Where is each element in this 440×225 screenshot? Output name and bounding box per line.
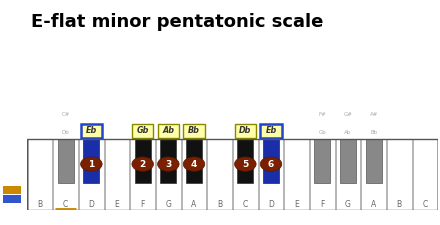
Text: 5: 5 [242, 160, 249, 169]
Text: Ab: Ab [345, 130, 352, 135]
Bar [259, 139, 283, 210]
Text: D: D [88, 200, 94, 209]
Bar [310, 139, 335, 210]
Text: B: B [397, 200, 402, 209]
FancyBboxPatch shape [235, 124, 256, 138]
Text: Bb: Bb [188, 126, 200, 135]
Text: 2: 2 [139, 160, 146, 169]
Bar [263, 139, 279, 183]
FancyBboxPatch shape [132, 124, 153, 138]
Text: E-flat minor pentatonic scale: E-flat minor pentatonic scale [31, 13, 324, 31]
Bar [182, 139, 206, 210]
Text: 4: 4 [191, 160, 197, 169]
Text: Eb: Eb [265, 126, 277, 135]
Circle shape [132, 157, 154, 171]
Text: D: D [268, 200, 274, 209]
Bar [186, 139, 202, 183]
Bar [156, 139, 181, 210]
Text: A: A [371, 200, 376, 209]
Bar [314, 139, 330, 183]
Text: F: F [320, 200, 325, 209]
Text: E: E [115, 200, 119, 209]
Circle shape [260, 157, 282, 171]
Bar [3, 195, 21, 202]
Bar [3, 186, 21, 194]
Bar [28, 139, 52, 210]
Text: Gb: Gb [319, 130, 326, 135]
Text: F: F [140, 200, 145, 209]
Bar [361, 139, 386, 210]
Text: Ab: Ab [162, 126, 174, 135]
Text: C: C [63, 200, 68, 209]
Bar [161, 139, 176, 183]
Text: E: E [294, 200, 299, 209]
Text: C#: C# [62, 112, 70, 117]
Text: C: C [422, 200, 428, 209]
Text: Eb: Eb [86, 126, 97, 135]
FancyBboxPatch shape [81, 124, 102, 138]
Text: basicmusictheory.com: basicmusictheory.com [10, 79, 15, 137]
Text: B: B [217, 200, 222, 209]
FancyBboxPatch shape [158, 124, 179, 138]
Bar [237, 139, 253, 183]
Bar [284, 139, 309, 210]
Bar [340, 139, 356, 183]
Bar [79, 139, 104, 210]
Circle shape [158, 157, 179, 171]
Bar [58, 139, 73, 183]
Text: Gb: Gb [136, 126, 149, 135]
Bar [336, 139, 360, 210]
Bar [413, 139, 437, 210]
FancyBboxPatch shape [260, 124, 282, 138]
Bar [84, 139, 99, 183]
Text: 1: 1 [88, 160, 95, 169]
Text: 6: 6 [268, 160, 274, 169]
Circle shape [235, 157, 256, 171]
Circle shape [183, 157, 205, 171]
FancyBboxPatch shape [183, 124, 205, 138]
Bar [105, 139, 129, 210]
Text: C: C [243, 200, 248, 209]
Text: Bb: Bb [370, 130, 377, 135]
Text: G#: G# [344, 112, 352, 117]
Text: A#: A# [370, 112, 378, 117]
Bar [135, 139, 150, 183]
Text: G: G [345, 200, 351, 209]
Text: 3: 3 [165, 160, 172, 169]
Text: Db: Db [62, 130, 70, 135]
Bar [27, 139, 438, 210]
Text: A: A [191, 200, 197, 209]
Circle shape [81, 157, 102, 171]
Bar [387, 139, 412, 210]
Text: B: B [37, 200, 43, 209]
Bar [130, 139, 155, 210]
Bar [366, 139, 381, 183]
Text: F#: F# [319, 112, 326, 117]
Bar [53, 139, 78, 210]
Bar [207, 139, 232, 210]
Bar [233, 139, 258, 210]
Text: Db: Db [239, 126, 252, 135]
Text: G: G [165, 200, 171, 209]
